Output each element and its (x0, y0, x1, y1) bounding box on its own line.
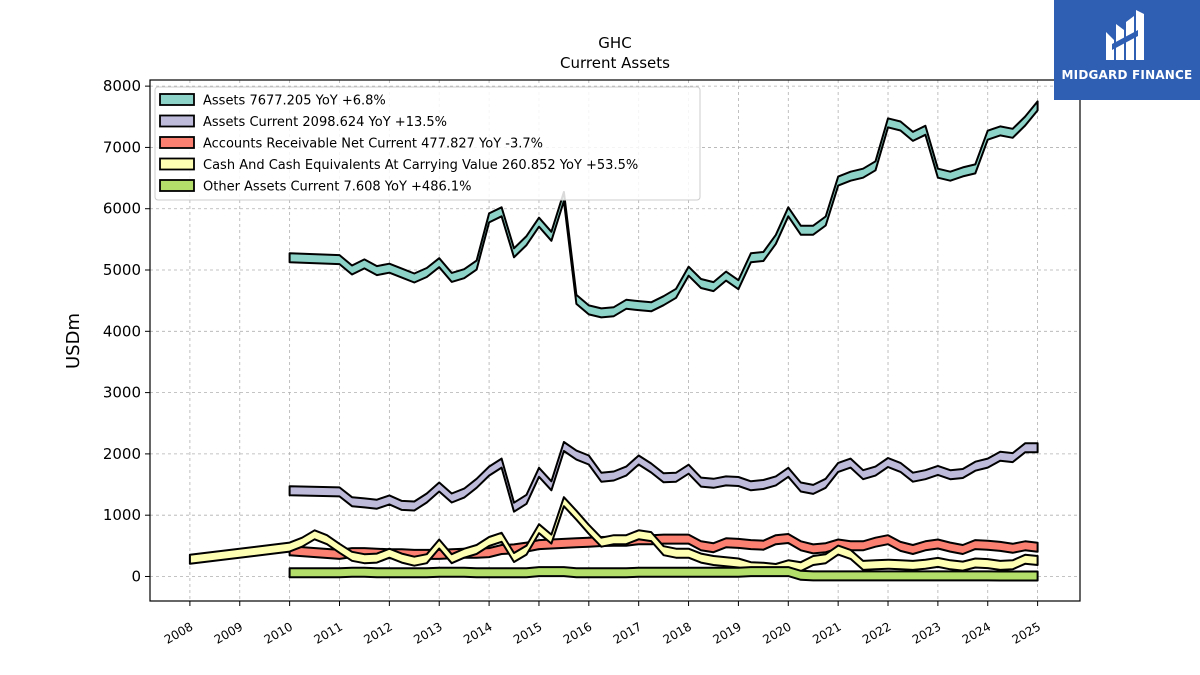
series-band (288, 100, 1039, 319)
legend-swatch (159, 93, 195, 106)
x-tick-label: 2023 (910, 619, 943, 646)
plot-frame (149, 79, 1081, 602)
x-tick-label: 2013 (411, 619, 444, 646)
y-tick-label: 8000 (103, 77, 141, 95)
x-tick-label: 2016 (561, 619, 594, 646)
x-tick-label: 2012 (361, 619, 394, 646)
x-tick-label: 2008 (162, 619, 195, 646)
brand-logo: MIDGARD FINANCE (1054, 0, 1200, 100)
legend-swatch (159, 179, 195, 192)
y-tick-label: 7000 (103, 138, 141, 156)
x-tick-label: 2020 (760, 619, 793, 646)
x-tick-label: 2024 (960, 619, 993, 646)
series-layer (188, 100, 1039, 582)
y-tick-label: 5000 (103, 261, 141, 279)
series-band (288, 441, 1039, 513)
x-tick-label: 2015 (511, 619, 544, 646)
x-tick-label: 2011 (312, 619, 345, 646)
legend-label: Assets 7677.205 YoY +6.8% (203, 94, 386, 109)
chart-subtitle: Current Assets (560, 54, 670, 72)
x-tick-label: 2021 (810, 619, 843, 646)
x-tick-label: 2010 (262, 619, 295, 646)
series-band (288, 566, 1039, 582)
midgard-logo-icon (1106, 10, 1144, 60)
x-tick-label: 2009 (212, 619, 245, 646)
x-tick-label: 2022 (860, 619, 893, 646)
legend-label: Cash And Cash Equivalents At Carrying Va… (203, 158, 638, 173)
x-tick-label: 2025 (1010, 619, 1043, 646)
legend-swatch (159, 136, 195, 149)
x-tick-label: 2017 (611, 619, 644, 646)
legend-swatch (159, 114, 195, 128)
x-tick-label: 2019 (710, 619, 743, 646)
legend-label: Assets Current 2098.624 YoY +13.5% (203, 115, 447, 130)
y-tick-label: 3000 (103, 384, 141, 402)
y-tick-label: 2000 (103, 445, 141, 463)
legend-label: Other Assets Current 7.608 YoY +486.1% (203, 180, 472, 195)
legend-label: Accounts Receivable Net Current 477.827 … (203, 137, 543, 152)
x-tick-label: 2018 (661, 619, 694, 646)
legend: Assets 7677.205 YoY +6.8% Assets Current … (154, 86, 701, 201)
chart-title: GHC (598, 34, 631, 52)
x-tick-label: 2014 (461, 619, 494, 646)
legend-box (154, 86, 701, 201)
y-tick-label: 4000 (103, 322, 141, 340)
y-axis-label: USDm (63, 313, 84, 369)
series-band (188, 496, 1039, 574)
y-tick-label: 1000 (103, 506, 141, 524)
y-tick-label: 0 (131, 567, 141, 585)
y-tick-label: 6000 (103, 200, 141, 218)
legend-swatch (159, 157, 195, 171)
brand-name: MIDGARD FINANCE (1061, 68, 1193, 82)
